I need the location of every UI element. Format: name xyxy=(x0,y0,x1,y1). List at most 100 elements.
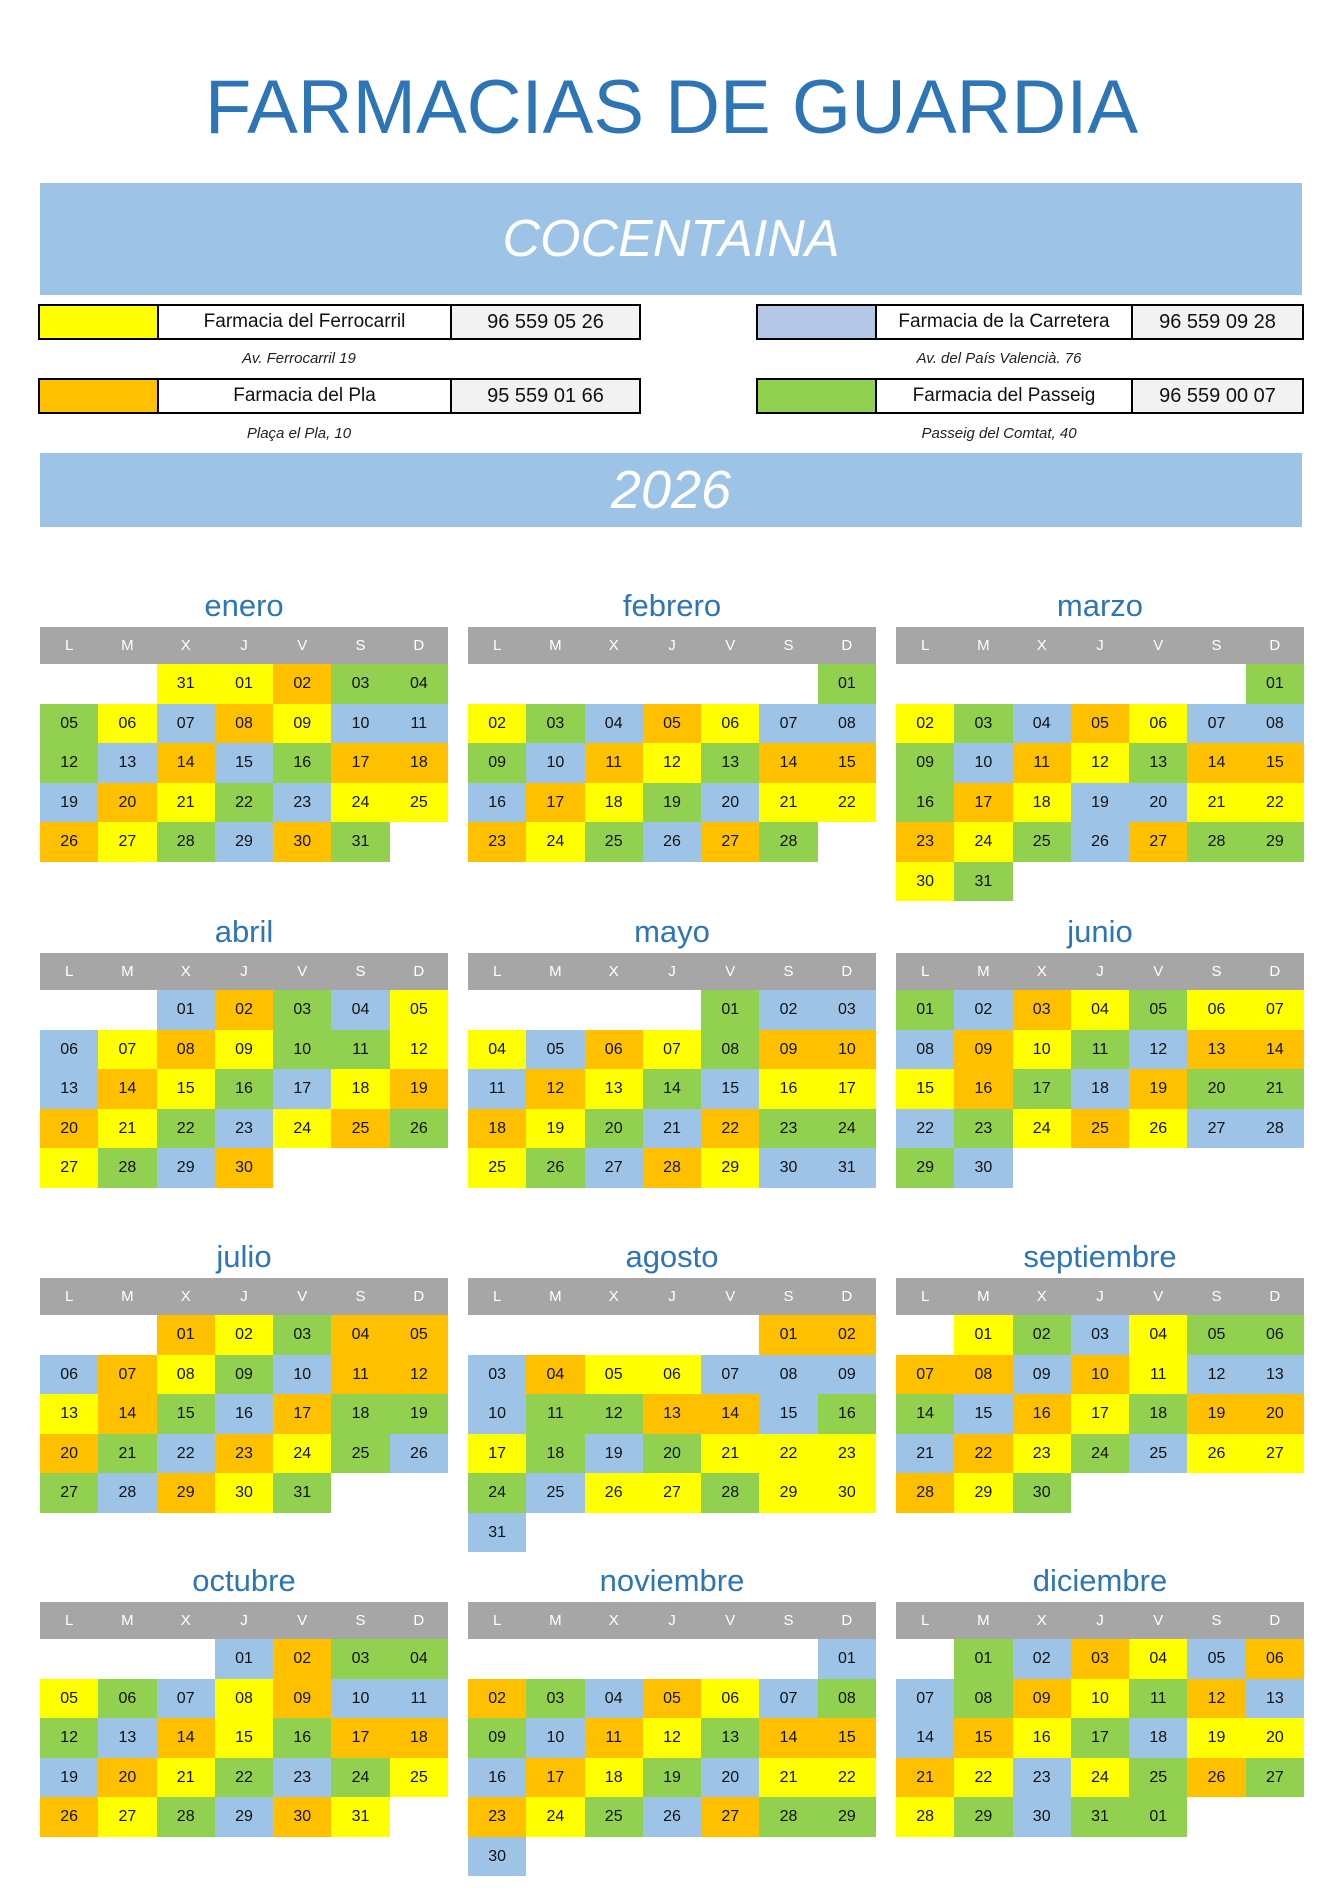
day-cell: 09 xyxy=(896,743,955,783)
day-cell: 01 xyxy=(954,1639,1013,1679)
weekday-label: L xyxy=(64,1612,74,1629)
weekday-label: V xyxy=(725,1612,736,1629)
legend-name-pla: Farmacia del Pla xyxy=(159,380,452,412)
day-cell: 27 xyxy=(40,1473,99,1513)
day-cell: 01 xyxy=(759,1315,818,1355)
day-grid: 01 02 03 04 05 06 07 08 09 10 11 12 13 14 15 16 17 18 19 20… xyxy=(40,1315,448,1513)
day-cell: 09 xyxy=(214,1029,274,1069)
weekday-label: D xyxy=(1269,1288,1281,1305)
weekday-label: L xyxy=(492,1288,502,1305)
weekday-label: V xyxy=(297,963,308,980)
day-cell: 11 xyxy=(1129,1678,1188,1718)
day-cell: 16 xyxy=(759,1069,818,1109)
day-cell: 10 xyxy=(954,743,1013,783)
day-cell: 13 xyxy=(40,1069,99,1109)
weekday-label: V xyxy=(1153,637,1164,654)
day-cell: 10 xyxy=(331,703,390,743)
day-cell: 09 xyxy=(468,743,527,783)
weekday-label: D xyxy=(1269,637,1281,654)
legend-swatch-carretera xyxy=(758,306,877,338)
day-cell: 02 xyxy=(759,990,818,1030)
day-cell: 18 xyxy=(389,743,448,783)
day-cell: 08 xyxy=(1245,703,1304,743)
town-banner: COCENTAINA xyxy=(40,183,1302,295)
day-cell: 10 xyxy=(468,1394,527,1434)
weekday-label: S xyxy=(783,1288,794,1305)
day-cell: 05 xyxy=(1070,703,1130,743)
day-cell: 20 xyxy=(40,1108,99,1148)
weekday-label: M xyxy=(121,1288,134,1305)
day-cell: 01 xyxy=(1245,664,1304,704)
day-cell: 22 xyxy=(214,782,274,822)
day-cell: 31 xyxy=(817,1148,876,1188)
day-cell: 20 xyxy=(98,782,157,822)
day-cell: 07 xyxy=(896,1354,955,1394)
day-cell: 29 xyxy=(1245,822,1304,862)
day-cell: 08 xyxy=(817,1678,876,1718)
day-cell: 13 xyxy=(1245,1678,1304,1718)
day-cell: 04 xyxy=(468,1029,527,1069)
day-cell: 06 xyxy=(1129,703,1188,743)
day-cell: 16 xyxy=(468,782,527,822)
day-cell: 18 xyxy=(468,1108,527,1148)
day-cell: 15 xyxy=(817,1718,876,1758)
weekday-label: M xyxy=(977,963,990,980)
day-cell: 23 xyxy=(214,1108,274,1148)
day-cell: 05 xyxy=(584,1354,643,1394)
day-cell: 26 xyxy=(1129,1108,1188,1148)
day-cell: 30 xyxy=(273,822,332,862)
day-cell: 03 xyxy=(1070,1315,1130,1355)
day-cell: 20 xyxy=(642,1433,702,1473)
month-title: octubre xyxy=(192,1563,296,1598)
day-cell: 30 xyxy=(896,861,955,901)
day-cell: 26 xyxy=(389,1108,448,1148)
month-title: enero xyxy=(204,588,284,623)
day-cell: 07 xyxy=(642,1029,702,1069)
day-cell: 03 xyxy=(1012,990,1071,1030)
day-cell: 22 xyxy=(954,1433,1013,1473)
day-cell: 25 xyxy=(1070,1108,1130,1148)
weekday-label: J xyxy=(1096,637,1104,654)
day-cell: 02 xyxy=(468,703,527,743)
weekday-label: L xyxy=(920,963,930,980)
day-cell: 27 xyxy=(40,1148,99,1188)
empty-cell xyxy=(526,1639,584,1679)
weekday-label: X xyxy=(1036,1612,1047,1629)
day-cell: 08 xyxy=(214,1678,274,1718)
empty-cell xyxy=(1129,664,1187,704)
day-cell: 07 xyxy=(1245,990,1304,1030)
empty-cell xyxy=(1071,664,1129,704)
address-passeig: Passeig del Comtat, 40 xyxy=(921,425,1077,442)
day-cell: 15 xyxy=(817,743,876,783)
day-cell: 23 xyxy=(759,1108,818,1148)
empty-cell xyxy=(1187,664,1245,704)
weekday-label: D xyxy=(413,637,425,654)
day-cell: 31 xyxy=(273,1473,332,1513)
day-cell: 15 xyxy=(214,743,274,783)
empty-cell xyxy=(468,664,526,704)
day-cell: 15 xyxy=(701,1069,760,1109)
legend-swatch-ferrocarril xyxy=(40,306,159,338)
weekday-label: J xyxy=(668,963,676,980)
day-cell: 15 xyxy=(896,1069,955,1109)
day-cell: 14 xyxy=(156,1718,215,1758)
empty-cell xyxy=(1013,664,1071,704)
weekday-label: V xyxy=(1153,1612,1164,1629)
day-cell: 23 xyxy=(468,1797,527,1837)
day-cell: 25 xyxy=(331,1433,390,1473)
day-cell: 10 xyxy=(1070,1354,1130,1394)
weekday-label: J xyxy=(1096,1612,1104,1629)
day-cell: 24 xyxy=(526,1797,585,1837)
weekday-label: D xyxy=(1269,963,1281,980)
day-cell: 15 xyxy=(156,1394,215,1434)
day-cell: 20 xyxy=(1245,1394,1304,1434)
day-cell: 21 xyxy=(759,1757,818,1797)
day-cell: 17 xyxy=(1012,1069,1071,1109)
day-cell: 09 xyxy=(214,1354,274,1394)
weekday-label: S xyxy=(783,637,794,654)
day-cell: 05 xyxy=(389,1315,448,1355)
day-cell: 29 xyxy=(817,1797,876,1837)
legend-phone-passeig: 96 559 00 07 xyxy=(1133,380,1302,412)
